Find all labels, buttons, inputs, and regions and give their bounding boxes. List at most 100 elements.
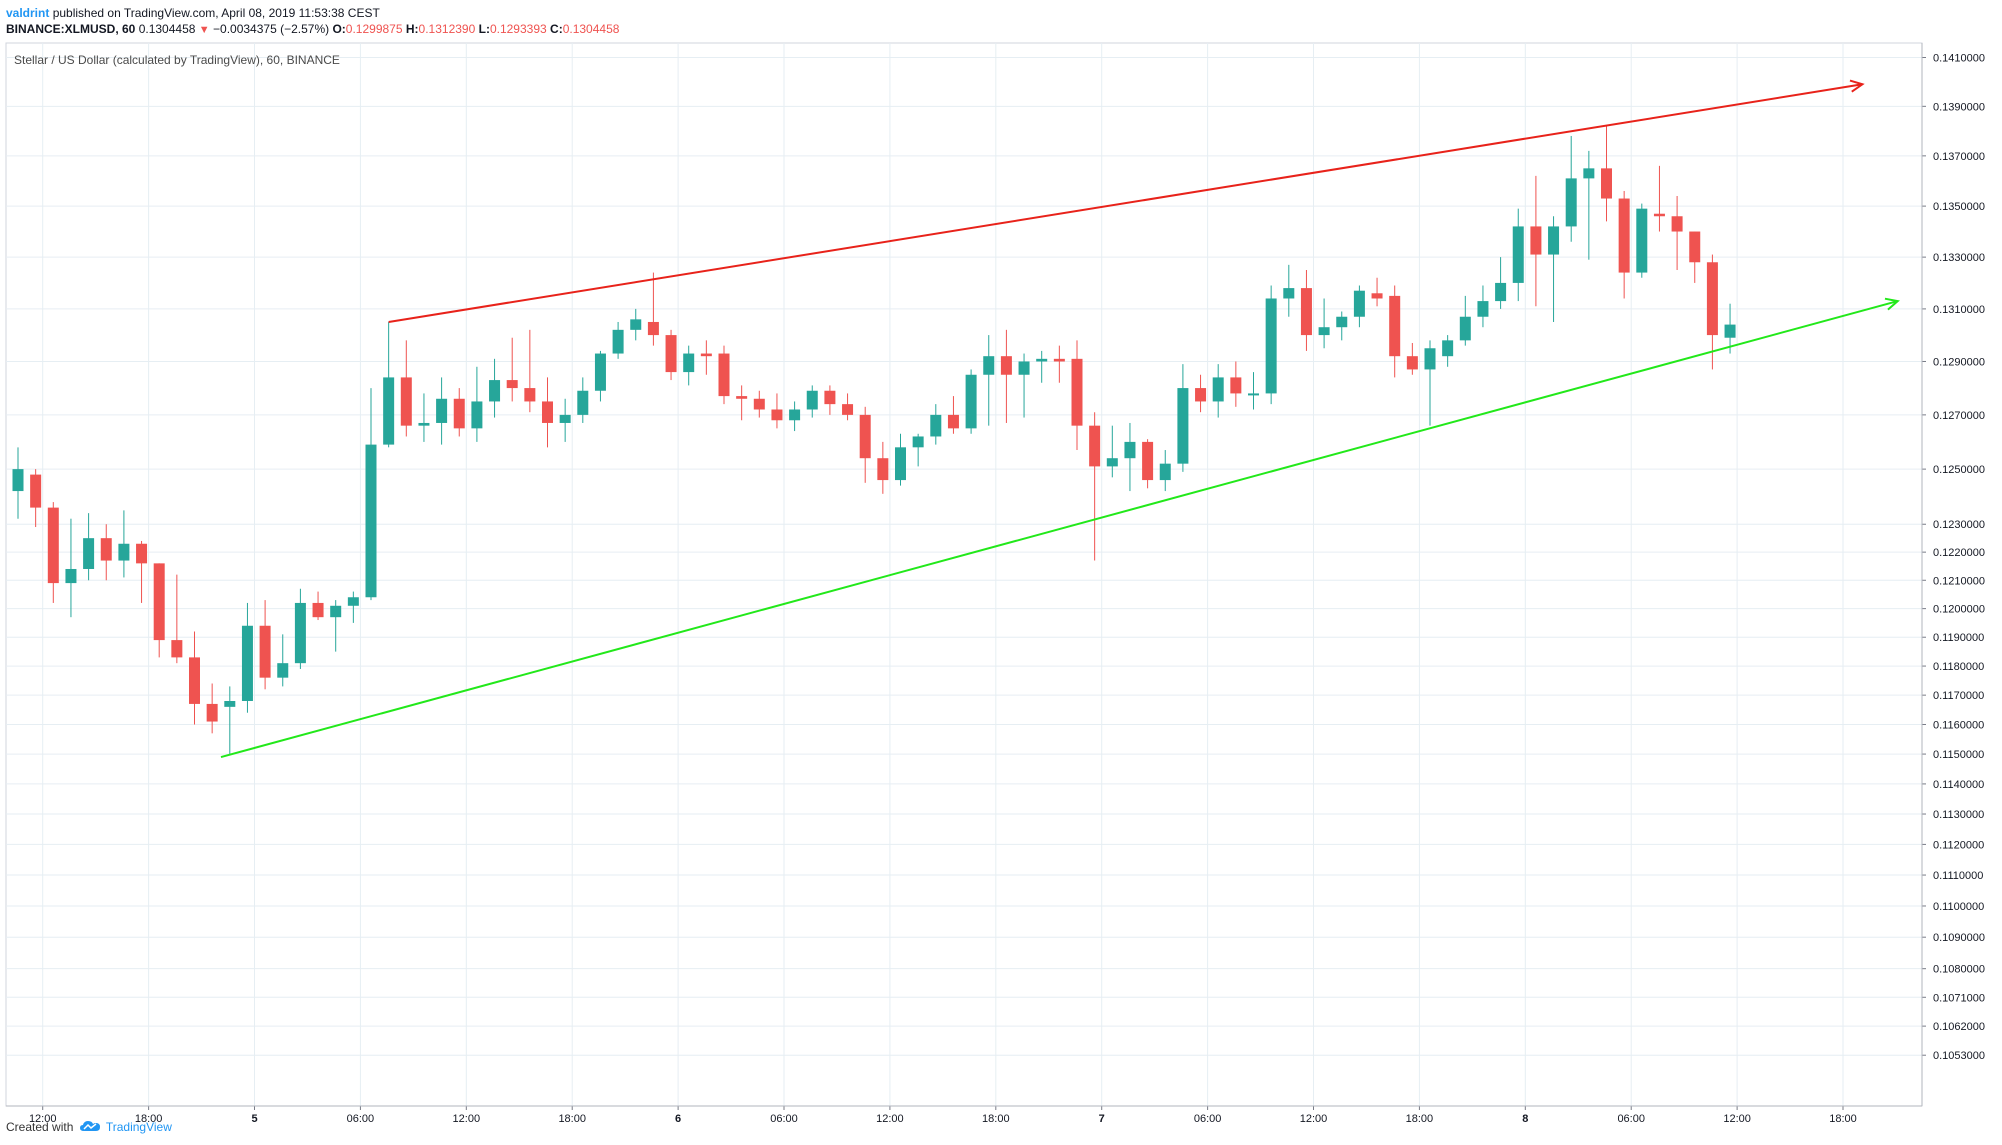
low-value: 0.1293393 [489,22,547,36]
candle-body [1583,168,1595,179]
candle-body [118,543,130,561]
candle-body [1106,458,1118,467]
candle-body [418,422,430,426]
candle-body [665,335,677,373]
candle-body [700,353,712,357]
y-tick-label: 0.1250000 [1933,464,1985,476]
author-name[interactable]: valdrint [6,6,50,20]
candle-body [1071,358,1083,426]
candle-body [506,380,518,389]
candle-body [1142,441,1154,481]
y-tick-label: 0.1150000 [1933,749,1984,761]
candle-body [806,390,818,410]
y-tick-label: 0.1110000 [1933,870,1983,882]
candle-body [789,409,801,421]
chart-title: Stellar / US Dollar (calculated by Tradi… [14,53,340,67]
symbol-quote-line: BINANCE:XLMUSD, 60 0.1304458 ▼ −0.003437… [6,22,619,36]
y-tick-label: 0.1290000 [1933,356,1985,368]
candle-body [1706,262,1718,336]
candle-body [330,605,342,618]
candle-body [1053,358,1065,362]
x-tick-label: 18:00 [558,1113,586,1125]
candle-body [453,398,465,429]
candle-body [1177,388,1189,464]
candle-body [471,401,483,429]
candle-body [153,563,165,641]
y-tick-label: 0.1071000 [1933,992,1985,1004]
candle-body [612,329,624,354]
tradingview-brand-link[interactable]: TradingView [105,1120,172,1134]
candle-body [1318,327,1330,336]
candle-body [1424,348,1436,370]
y-tick-label: 0.1350000 [1933,201,1985,213]
y-tick-label: 0.1410000 [1933,53,1985,65]
candle-body [400,377,412,426]
candle-body [824,390,836,405]
y-tick-label: 0.1062000 [1933,1021,1985,1033]
x-tick-label: 12:00 [1723,1113,1751,1125]
published-line: valdrint published on TradingView.com, A… [6,6,380,20]
candle-body [489,380,501,402]
candle-body [1195,388,1207,402]
candle-body [136,543,148,564]
low-label: L: [478,22,490,36]
x-tick-label: 06:00 [1194,1113,1222,1125]
y-tick-label: 0.1053000 [1933,1050,1985,1062]
candle-body [1495,282,1507,302]
candle-body [1018,361,1030,375]
candle-body [594,353,606,391]
close-value: 0.1304458 [562,22,620,36]
y-tick-label: 0.1160000 [1933,719,1984,731]
symbol-interval: BINANCE:XLMUSD, 60 [6,22,136,36]
candle-body [895,447,906,481]
candle-body [1459,316,1471,341]
candle-body [1212,377,1224,402]
x-tick-label: 5 [251,1113,257,1125]
x-tick-label: 8 [1522,1113,1528,1125]
candle-body [947,414,959,429]
candle-body [259,625,271,678]
resistance-trendline[interactable] [388,83,1863,323]
candle-body [683,353,695,373]
candle-body [1389,295,1401,357]
candle-body [965,374,977,429]
y-tick-label: 0.1200000 [1933,604,1985,616]
footer: Created with TradingView [6,1120,172,1134]
candle-body [1442,340,1454,357]
high-value: 0.1312390 [418,22,476,36]
open-label: O: [332,22,346,36]
x-tick-label: 12:00 [1300,1113,1328,1125]
candle-body [47,507,59,584]
x-tick-label: 06:00 [770,1113,798,1125]
x-tick-label: 12:00 [876,1113,904,1125]
candle-body [1089,425,1101,467]
y-tick-label: 0.1120000 [1933,839,1984,851]
candle-body [630,319,642,330]
y-tick-label: 0.1180000 [1933,661,1984,673]
candle-body [1530,226,1542,255]
y-tick-label: 0.1080000 [1933,964,1985,976]
y-tick-label: 0.1090000 [1933,932,1985,944]
y-tick-label: 0.1210000 [1933,575,1985,587]
candle-body [1636,208,1648,273]
y-tick-label: 0.1370000 [1933,151,1985,163]
candle-body [1336,316,1348,328]
candle-body [436,398,448,423]
tradingview-cloud-icon [79,1121,100,1131]
candle-body [1283,288,1295,299]
candle-body [365,444,377,598]
candle-body [1689,231,1701,263]
candle-body [912,436,924,448]
candle-body [736,396,748,399]
candle-body [718,353,730,397]
candle-body [524,388,536,402]
y-tick-label: 0.1330000 [1933,252,1985,264]
published-text: published on TradingView.com, April 08, … [52,6,380,20]
support-trendline[interactable] [220,300,1898,759]
candle-body [1300,288,1312,336]
y-tick-label: 0.1310000 [1933,304,1985,316]
candle-body [577,390,589,415]
candle-body [1124,441,1136,459]
candle-body [930,414,942,437]
